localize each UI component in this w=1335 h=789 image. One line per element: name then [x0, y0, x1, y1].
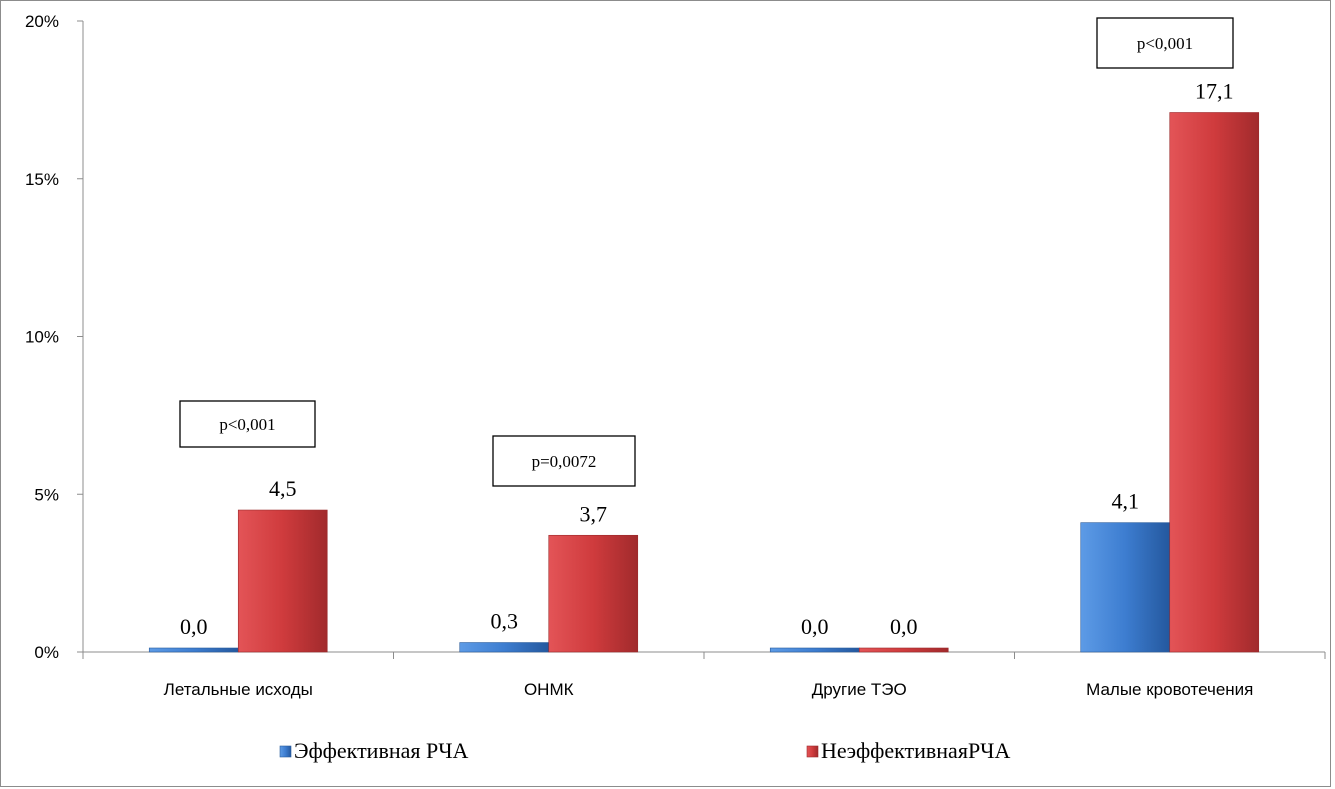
legend-label: НеэффективнаяРЧА [821, 738, 1010, 763]
bar-ineffective [1169, 112, 1260, 653]
bar-effective [148, 647, 239, 653]
data-label: 3,7 [580, 501, 608, 526]
category-label: ОНМК [524, 680, 574, 699]
data-label: 0,0 [890, 614, 918, 639]
bar-effective [459, 642, 550, 653]
y-tick-label: 0% [34, 643, 59, 662]
legend-swatch-effective [279, 745, 292, 758]
category-label: Другие ТЭО [812, 680, 907, 699]
bar-ineffective [237, 509, 328, 653]
y-tick-label: 20% [25, 12, 59, 31]
p-value-label: p=0,0072 [532, 452, 597, 471]
p-value-label: p<0,001 [219, 415, 275, 434]
data-label: 4,5 [269, 476, 297, 501]
bars [148, 112, 1260, 653]
bar-ineffective [858, 647, 949, 653]
p-value-label: p<0,001 [1137, 34, 1193, 53]
p-value-box [492, 435, 636, 487]
data-label: 4,1 [1112, 489, 1140, 514]
bar-effective [1080, 522, 1171, 653]
labels: 0,0 4,5 0,3 3,7 0,0 0,0 4,1 17,1 p<0,001 p=0,0072… [179, 17, 1234, 639]
legend-swatch-ineffective [806, 745, 819, 758]
y-tick-label: 15% [25, 170, 59, 189]
p-value-box [1096, 17, 1234, 69]
data-label: 0,0 [801, 614, 829, 639]
legend-label: Эффективная РЧА [294, 738, 469, 763]
bar-ineffective [548, 534, 639, 653]
legend: Эффективная РЧА НеэффективнаяРЧА [279, 738, 1010, 763]
data-label: 17,1 [1195, 78, 1234, 103]
y-tick-label: 10% [25, 328, 59, 347]
data-label: 0,3 [491, 609, 519, 634]
category-label: Летальные исходы [164, 680, 313, 699]
data-label: 0,0 [180, 614, 208, 639]
bar-effective [769, 647, 860, 653]
y-tick-label: 5% [34, 485, 59, 504]
category-label: Малые кровотечения [1086, 680, 1253, 699]
p-value-box [179, 400, 316, 448]
